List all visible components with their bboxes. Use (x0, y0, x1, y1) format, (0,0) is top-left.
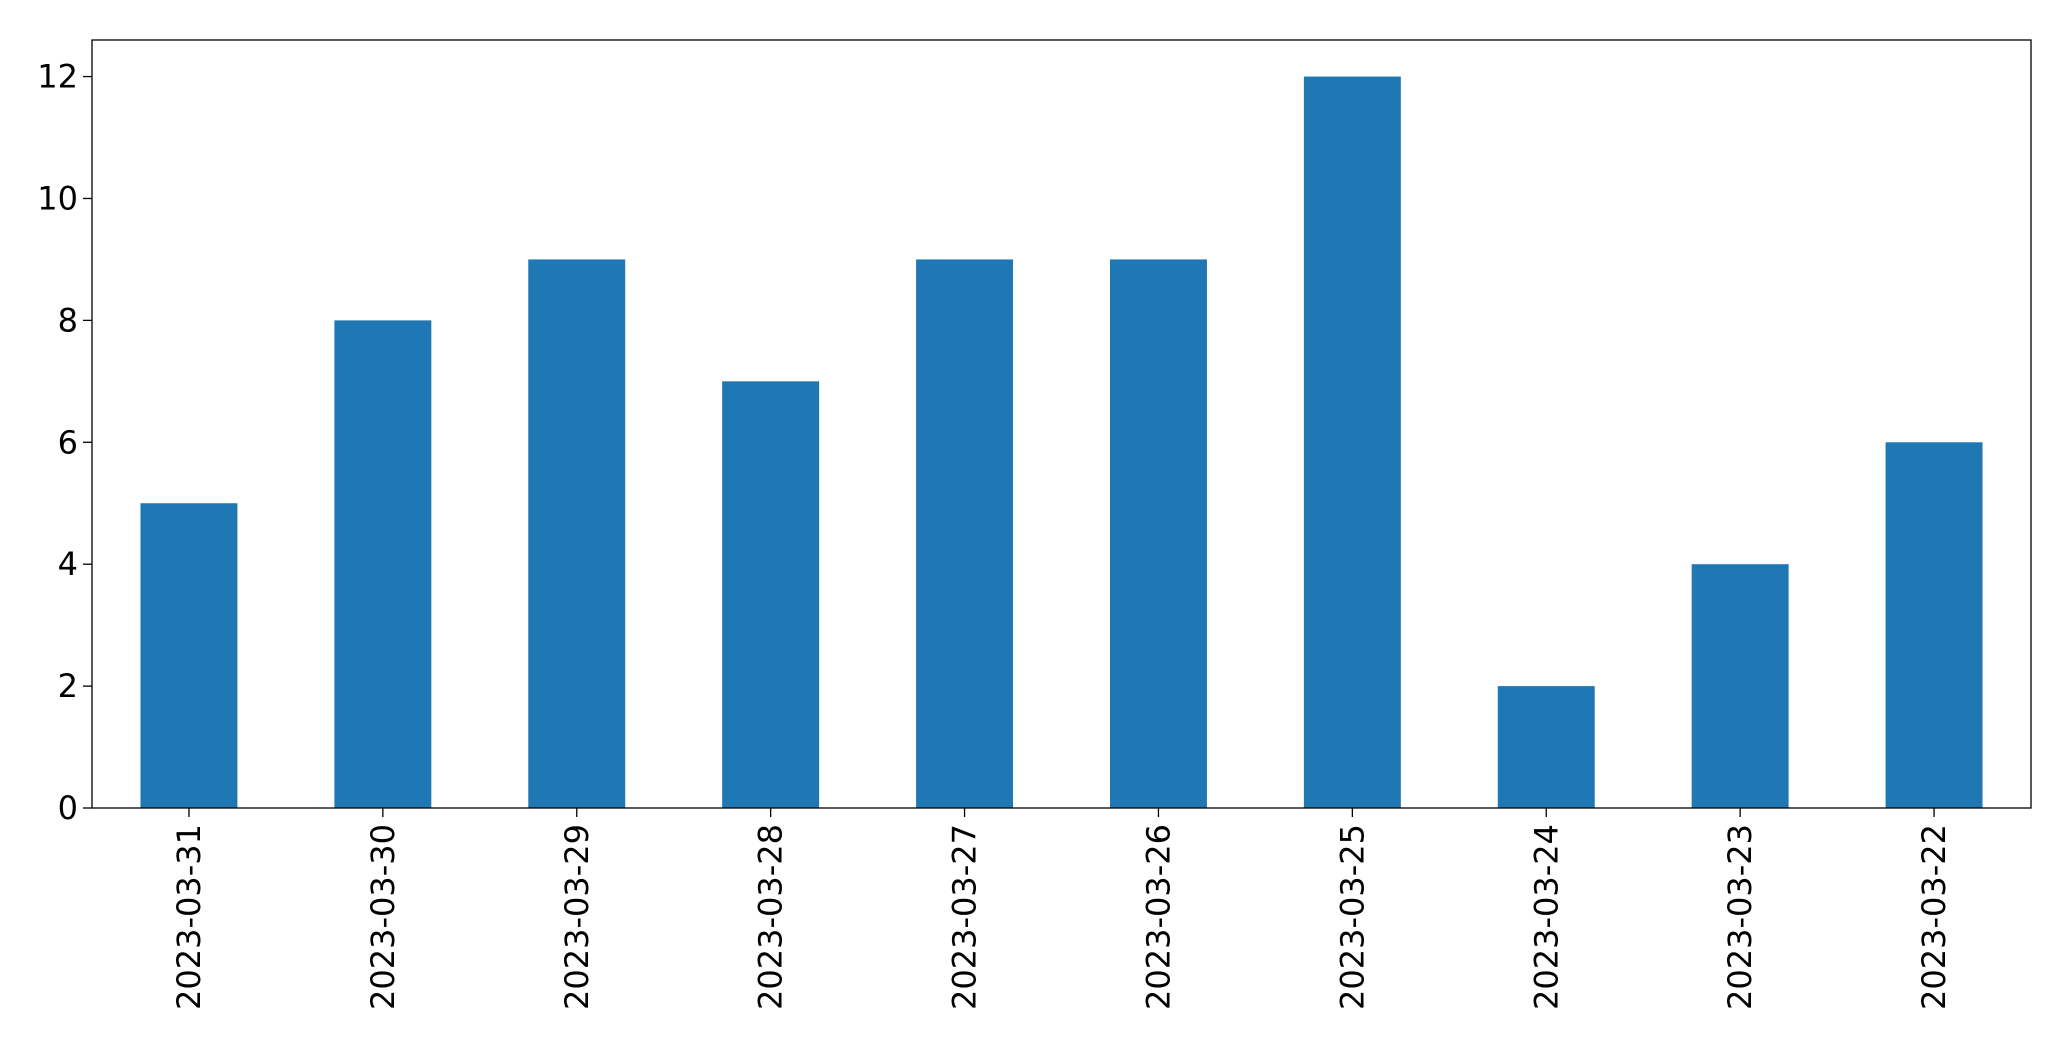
x-tick-label: 2023-03-31 (170, 824, 208, 1010)
bar (1885, 442, 1983, 808)
x-tick-label: 2023-03-30 (364, 824, 402, 1010)
bar (1109, 259, 1207, 808)
bar (1303, 76, 1401, 809)
x-tick-label: 2023-03-25 (1333, 824, 1371, 1010)
bar (528, 259, 626, 808)
bar (1497, 686, 1595, 808)
bar (334, 320, 432, 808)
x-tick-label: 2023-03-29 (558, 824, 596, 1010)
y-tick-label: 4 (58, 545, 78, 583)
x-tick-label: 2023-03-28 (752, 824, 790, 1010)
x-tick-label: 2023-03-24 (1527, 824, 1565, 1010)
x-tick-label: 2023-03-23 (1721, 824, 1759, 1010)
y-tick-label: 6 (58, 423, 78, 461)
y-tick-label: 10 (37, 179, 78, 217)
x-tick-label: 2023-03-22 (1915, 824, 1953, 1010)
plot-frame (91, 39, 2032, 809)
bar (722, 381, 820, 808)
bar (916, 259, 1014, 808)
y-tick-label: 2 (58, 667, 78, 705)
x-tick-label: 2023-03-27 (946, 824, 984, 1010)
y-tick-label: 12 (37, 58, 78, 96)
bar (140, 503, 238, 808)
y-tick-label: 0 (58, 789, 78, 827)
y-tick-label: 8 (58, 301, 78, 339)
bar (1691, 564, 1789, 808)
x-tick-label: 2023-03-26 (1139, 824, 1177, 1010)
